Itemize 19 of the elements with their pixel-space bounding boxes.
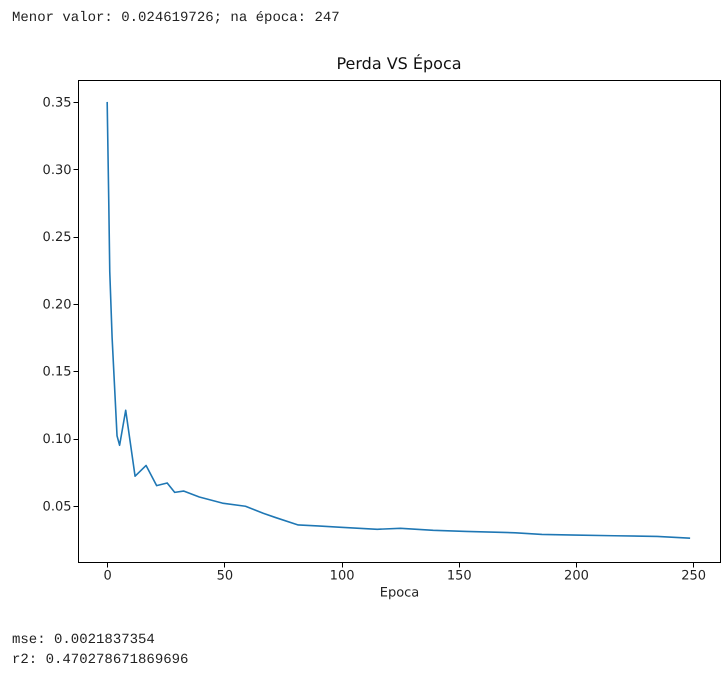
y-tick-label: 0.05 <box>42 499 72 514</box>
y-tick-label: 0.30 <box>42 162 72 178</box>
y-tick-label: 0.10 <box>42 432 72 448</box>
x-axis-title: Epoca <box>380 586 420 600</box>
x-tick-label: 150 <box>446 568 472 584</box>
x-tick-label: 0 <box>104 568 112 584</box>
text: r2: 0.470278671869696 <box>12 651 188 670</box>
y-tick-label: 0.15 <box>42 364 72 380</box>
text: Menor valor: 0.024619726; na época: 247 <box>12 10 340 26</box>
text: mse: 0.0021837354 <box>12 631 156 650</box>
x-tick-label: 250 <box>681 568 706 584</box>
x-tick-label: 200 <box>564 568 589 584</box>
x-tick-label: 50 <box>216 568 234 584</box>
line-series <box>106 101 691 539</box>
y-tick-label: 0.35 <box>42 95 72 110</box>
y-tick-label: 0.25 <box>42 230 72 246</box>
y-tick-label: 0.20 <box>42 297 72 312</box>
x-tick-label: 100 <box>330 568 354 584</box>
chart-title: Perda VS Época <box>336 54 462 73</box>
